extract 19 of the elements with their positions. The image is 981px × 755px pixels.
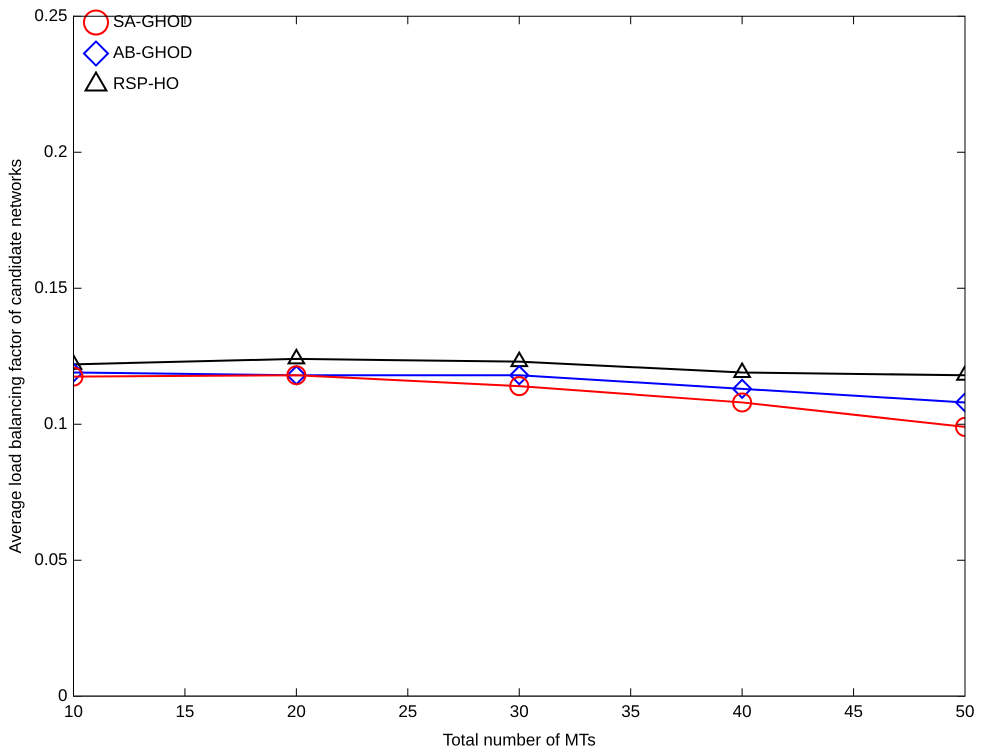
x-tick-label: 50 <box>956 702 974 722</box>
x-tick-label: 15 <box>175 702 194 722</box>
y-tick-label: 0.05 <box>34 550 68 569</box>
y-tick-label: 0.1 <box>44 414 68 433</box>
y-tick-label: 0.2 <box>44 142 68 161</box>
x-axis-title: Total number of MTs <box>442 730 596 750</box>
x-tick-label: 35 <box>621 702 640 722</box>
legend-label: AB-GHOD <box>112 43 192 62</box>
y-tick-label: 0.25 <box>34 6 68 25</box>
y-axis-title: Average load balancing factor of candidate networks <box>6 158 25 554</box>
x-tick-label: 45 <box>844 702 864 722</box>
legend-label: RSP-HO <box>112 74 180 94</box>
x-tick-label: 40 <box>732 702 752 722</box>
y-tick-label: 0 <box>58 686 68 705</box>
x-tick-label: 30 <box>510 702 529 722</box>
x-tick-label: 10 <box>64 702 83 722</box>
x-tick-label: 25 <box>398 702 418 722</box>
y-tick-label: 0.15 <box>34 278 68 297</box>
x-tick-label: 20 <box>286 702 306 722</box>
